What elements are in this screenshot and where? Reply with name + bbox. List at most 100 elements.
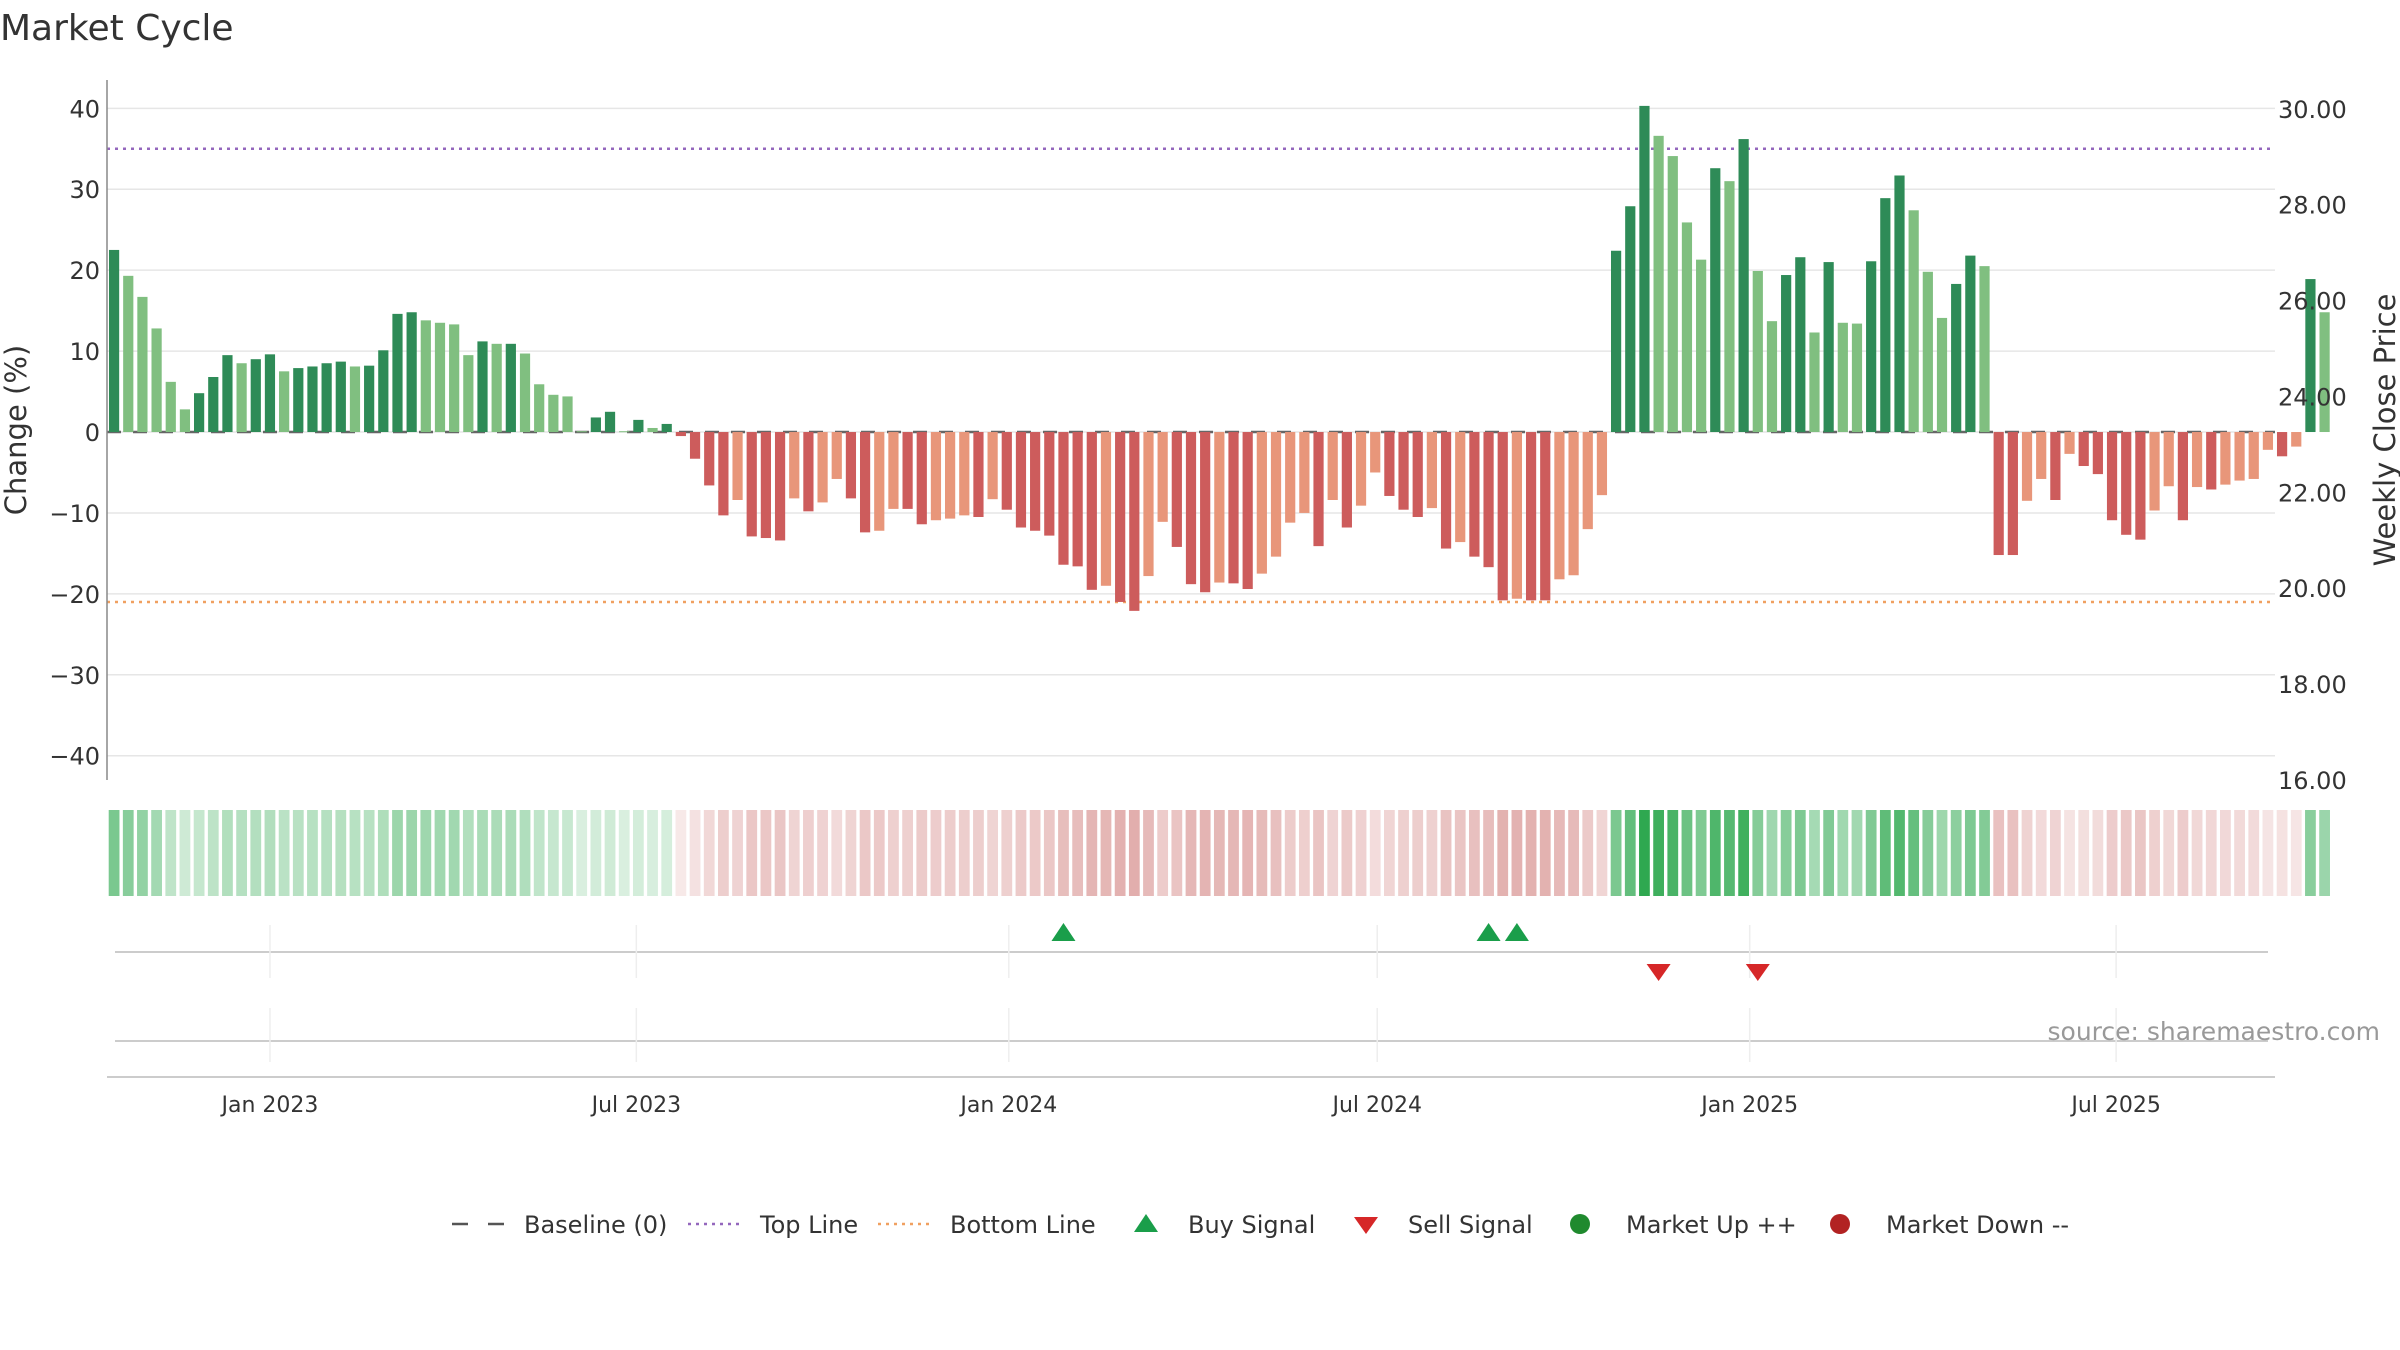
right-y-tick-label: 24.00 xyxy=(2278,383,2347,411)
bar xyxy=(760,432,772,539)
bar xyxy=(1299,432,1310,513)
bar xyxy=(1171,432,1182,547)
bar xyxy=(179,409,191,433)
bar xyxy=(661,423,672,433)
bar xyxy=(1908,210,1919,433)
bar xyxy=(902,432,913,509)
bar xyxy=(1696,259,1707,433)
y-tick-label: 0 xyxy=(85,419,100,447)
legend-item: Top Line xyxy=(688,1211,858,1239)
strip-cell xyxy=(1171,810,1183,896)
bar xyxy=(123,275,134,433)
bar xyxy=(675,432,686,437)
legend-item: Baseline (0) xyxy=(452,1211,667,1239)
strip-cell xyxy=(661,810,673,896)
strip-cell xyxy=(2177,810,2189,896)
strip-cell xyxy=(1001,810,1013,896)
bar xyxy=(519,353,531,433)
bar xyxy=(1837,322,1848,433)
strip-cell xyxy=(2035,810,2047,896)
bar xyxy=(732,432,743,500)
strip-cell xyxy=(1724,810,1735,896)
bar xyxy=(1440,432,1452,549)
strip-cell xyxy=(122,810,134,896)
strip-cell xyxy=(1752,810,1764,896)
bar xyxy=(137,296,148,433)
bar xyxy=(108,249,120,433)
bar xyxy=(491,343,502,433)
x-tick-label: Jul 2025 xyxy=(2069,1093,2161,1118)
bar xyxy=(378,350,389,433)
strip-cell xyxy=(987,810,999,896)
strip-cell xyxy=(1539,810,1551,896)
strip-cell xyxy=(1313,810,1324,896)
strip-cell xyxy=(335,810,347,896)
strip-cell xyxy=(420,810,432,896)
strip-cell xyxy=(434,810,446,896)
signals-panel xyxy=(115,925,2268,978)
bar xyxy=(2206,432,2217,490)
legend-label: Top Line xyxy=(759,1211,858,1239)
bar xyxy=(859,432,871,533)
strip-cell xyxy=(222,810,233,896)
strip-cell xyxy=(916,810,928,896)
strip-cell xyxy=(165,810,177,896)
bar xyxy=(1809,332,1820,433)
bar xyxy=(1625,206,1636,433)
bar xyxy=(1256,432,1267,574)
strip-cell xyxy=(1525,810,1537,896)
bar xyxy=(2036,432,2047,479)
bar xyxy=(1880,198,1891,433)
strip-cell xyxy=(576,810,588,896)
strip-cell xyxy=(236,810,247,896)
bar xyxy=(1781,275,1792,433)
bar xyxy=(548,394,559,433)
bar xyxy=(1795,257,1806,433)
bar xyxy=(888,432,899,509)
strip-cell xyxy=(1667,810,1679,896)
strip-cell xyxy=(1412,810,1424,896)
strip-cell xyxy=(930,810,942,896)
bar xyxy=(1511,432,1523,599)
strip-cell xyxy=(278,810,290,896)
bar xyxy=(1072,432,1083,567)
strip-cell xyxy=(193,810,205,896)
bar xyxy=(633,419,644,433)
bar xyxy=(2220,432,2231,485)
bar xyxy=(2276,432,2288,457)
strip-cell xyxy=(1114,810,1126,896)
bar xyxy=(1015,432,1027,528)
bar xyxy=(576,431,587,433)
buy-signal-marker xyxy=(1504,923,1529,941)
strip-cell xyxy=(292,810,304,896)
bar xyxy=(1086,432,1097,590)
left-y-ticks: 40 30 20 10 0 −10 −20 −30 −40 xyxy=(49,95,100,770)
strip-cell xyxy=(2305,810,2316,896)
legend-item: Sell Signal xyxy=(1354,1211,1533,1239)
legend-swatch xyxy=(1830,1214,1850,1234)
strip-cell xyxy=(1185,810,1197,896)
chart-title: Market Cycle xyxy=(0,8,234,49)
strip-cell xyxy=(1709,810,1721,896)
legend-label: Baseline (0) xyxy=(524,1211,667,1239)
bar xyxy=(1398,432,1409,510)
strip-cell xyxy=(1979,810,1990,896)
bar xyxy=(349,366,361,433)
strip-cell xyxy=(1143,810,1154,896)
bar xyxy=(2092,432,2103,475)
legend: Baseline (0) Top Line Bottom Line Buy Signa… xyxy=(452,1211,2069,1239)
strip-cell xyxy=(604,810,616,896)
bar xyxy=(1497,432,1508,601)
strip-cell xyxy=(973,810,984,896)
strip-cell xyxy=(321,810,333,896)
strip-cell xyxy=(2205,810,2217,896)
bar xyxy=(463,355,474,433)
bar xyxy=(534,384,545,433)
right-y-tick-label: 20.00 xyxy=(2278,575,2347,603)
strip-cell xyxy=(1086,810,1098,896)
strip-cell xyxy=(873,810,885,896)
bar xyxy=(1866,261,1877,433)
bar xyxy=(1355,432,1367,506)
bar xyxy=(1370,432,1381,473)
strip-cell xyxy=(1398,810,1409,896)
